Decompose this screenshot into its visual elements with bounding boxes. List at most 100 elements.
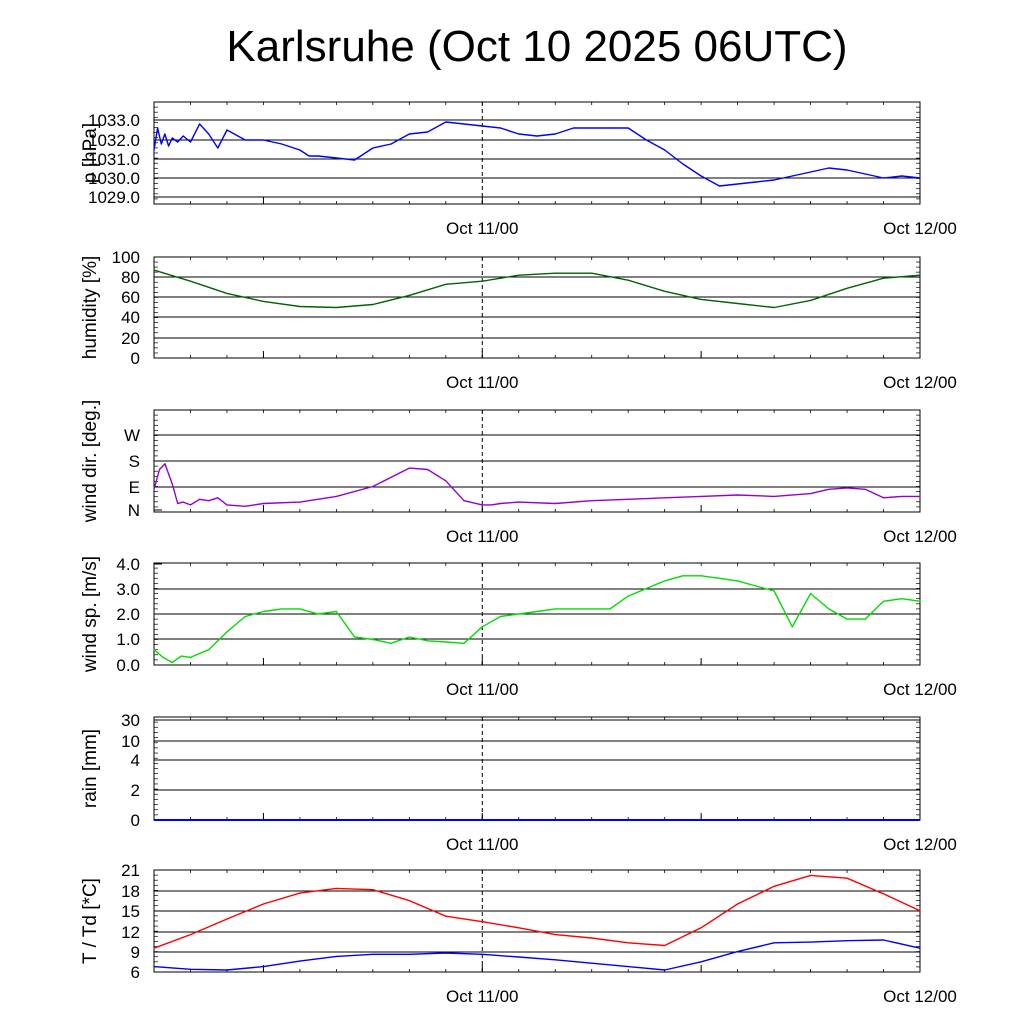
data-point [828,608,830,610]
data-point [426,131,429,133]
data-point [700,298,702,301]
data-point [645,587,648,590]
data-point [572,608,575,610]
data-point [153,149,155,151]
ytick-label: 30 [121,711,140,730]
data-point [463,500,465,502]
data-point [189,141,192,143]
xtick-label: Oct 11/00 [446,835,518,854]
data-point [700,575,702,577]
data-point [262,903,265,905]
ytick-label: 18 [121,882,140,901]
data-point [791,626,793,628]
data-point [189,968,192,970]
data-point [572,127,575,129]
data-point [281,608,283,610]
data-point [809,299,812,302]
y-axis-label: rain [mm] [80,729,101,808]
data-point [737,494,739,496]
data-point [481,504,483,506]
data-point [372,147,374,149]
ytick-label: 0 [131,811,140,830]
data-point [919,495,921,498]
data-point [554,934,556,936]
data-point [627,127,629,129]
data-point [591,500,593,502]
data-point [281,143,283,145]
xtick-label: Oct 12/00 [883,219,957,238]
xtick-label: Oct 11/00 [446,987,518,1006]
panel-frame-0 [153,101,921,205]
data-point [189,934,192,936]
data-point [153,947,155,949]
data-point [919,910,921,912]
data-point [182,135,184,137]
data-point [518,501,520,503]
series-line-5-0 [153,874,921,949]
data-point [217,497,219,499]
data-point [518,133,520,135]
data-point [262,502,265,505]
data-point [919,819,921,821]
ytick-label: 0 [131,349,140,368]
data-point [718,185,720,187]
xtick-label: Oct 12/00 [883,835,957,854]
ytick-label: 100 [112,248,140,267]
data-point [846,487,848,489]
data-point [518,613,520,615]
data-point [682,575,684,577]
data-point [445,283,447,285]
ytick-label: 10 [121,732,140,751]
data-point [664,969,666,971]
data-point [177,141,179,143]
data-point [335,306,337,309]
data-point [664,580,666,582]
data-point [481,280,483,282]
data-point [463,123,465,125]
data-point [153,965,155,968]
data-point [518,274,520,276]
data-point [208,500,210,502]
ytick-label: 6 [131,963,140,982]
xtick-label: Oct 11/00 [446,219,518,238]
data-point [737,951,739,953]
data-point [226,504,228,506]
xtick-label: Oct 11/00 [446,680,518,699]
ytick-label: 21 [121,861,140,880]
data-point [882,893,885,895]
data-point [390,642,392,644]
data-point [737,183,739,185]
data-point [518,956,520,958]
data-point [177,502,179,505]
data-point [773,590,775,592]
data-point [882,497,885,499]
ytick-label: 1032.0 [88,131,140,150]
data-point [226,292,228,294]
data-point [189,504,192,506]
data-point [171,661,173,664]
data-point [445,480,447,482]
data-point [591,127,593,129]
data-point [262,965,265,968]
data-point [160,143,162,145]
data-point [157,127,159,129]
data-point [408,294,410,296]
data-point [591,272,593,274]
data-point [554,133,556,135]
y-axis-label: p [hPa] [80,123,101,183]
data-point [809,171,812,173]
data-point [408,636,410,638]
data-point [627,498,629,500]
data-point [554,272,556,274]
data-point [408,133,410,135]
ytick-label: W [124,426,140,445]
data-point [426,640,429,642]
data-point [490,504,493,506]
ytick-label: 2 [131,781,140,800]
xtick-label: Oct 11/00 [446,527,518,546]
data-point [335,955,337,957]
data-point [554,608,556,610]
data-point [755,181,757,183]
data-point [773,306,775,309]
